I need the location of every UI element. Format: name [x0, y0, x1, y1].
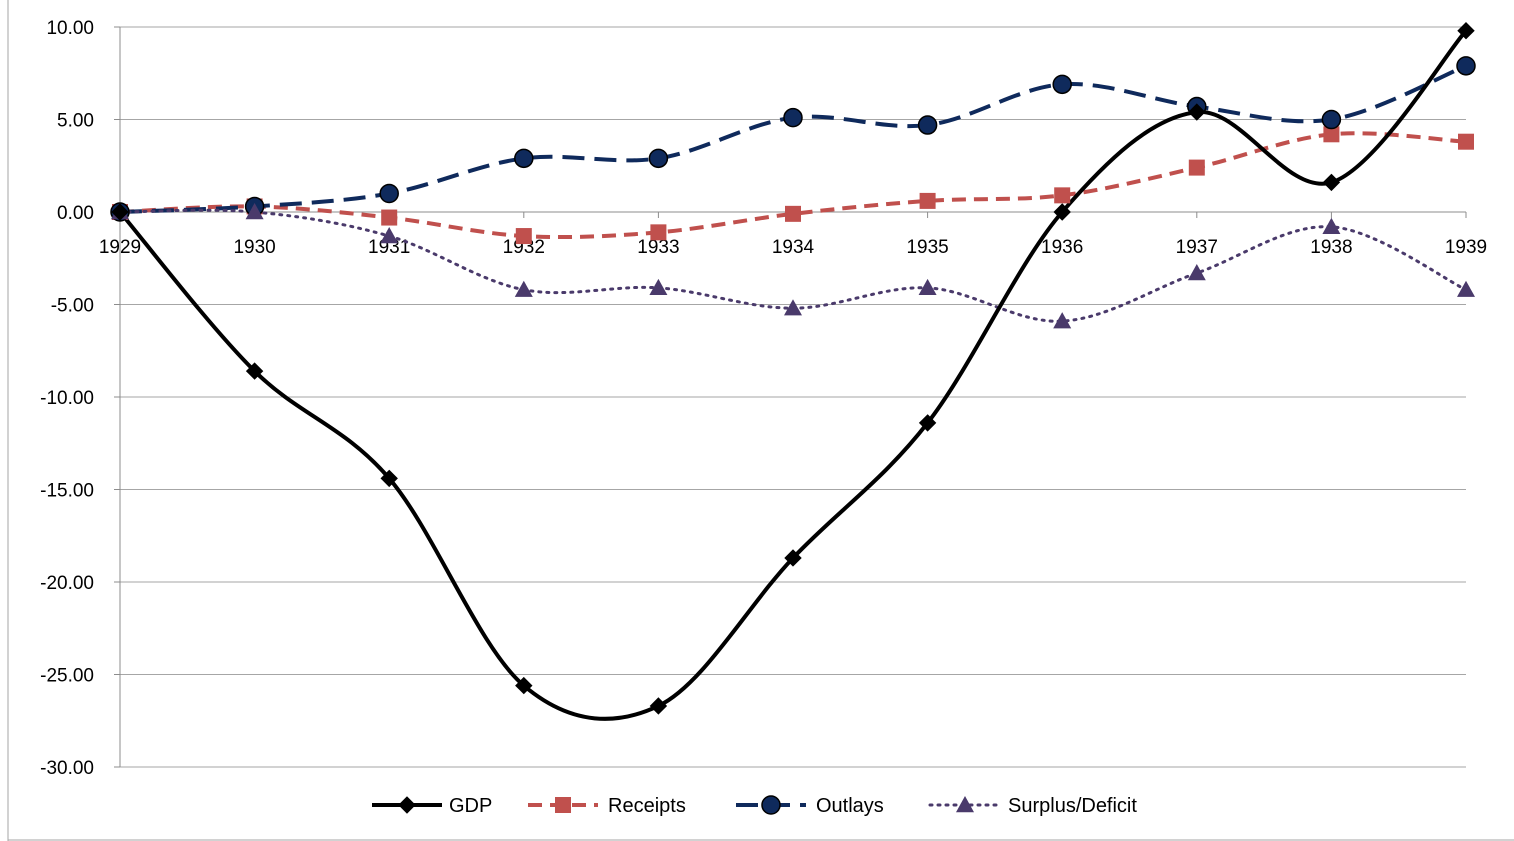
y-tick-label: -25.00 — [40, 666, 94, 687]
legend-label: Outlays — [816, 795, 884, 817]
data-point-surplus-deficit — [649, 278, 668, 296]
series-line-gdp — [118, 29, 1468, 721]
data-point-surplus-deficit — [1187, 264, 1206, 281]
x-tick-label: 1939 — [1445, 237, 1487, 258]
series-lines — [118, 29, 1468, 721]
legend-marker — [761, 795, 781, 815]
legend-item: Receipts — [528, 795, 686, 817]
y-tick-label: -20.00 — [40, 573, 94, 594]
data-point-outlays — [379, 183, 399, 204]
x-tick-label: 1937 — [1176, 237, 1218, 258]
data-point-receipts — [1188, 159, 1205, 176]
data-point-gdp — [111, 203, 129, 221]
x-tick-label: 1932 — [503, 237, 545, 258]
legend-label: GDP — [449, 795, 492, 817]
data-point-surplus-deficit — [514, 280, 533, 297]
y-tick-label: 0.00 — [57, 203, 94, 224]
gridlines — [114, 26, 1467, 768]
data-point-outlays — [917, 115, 938, 135]
data-point-gdp — [1322, 173, 1341, 192]
data-point-receipts — [1054, 187, 1071, 204]
legend-item: Outlays — [736, 795, 884, 817]
y-axis-labels: 10.00 5.00 0.00 -5.00 -10.00 -15.00 -20.00 -25.… — [40, 18, 94, 779]
x-tick-label: 1931 — [368, 237, 410, 258]
data-point-outlays — [1052, 74, 1072, 95]
legend-marker — [956, 796, 974, 813]
data-point-receipts — [919, 192, 936, 209]
data-point-gdp — [1188, 103, 1206, 121]
data-point-gdp — [918, 414, 937, 432]
data-point-receipts — [785, 205, 801, 222]
data-point-surplus-deficit — [784, 299, 802, 316]
y-tick-label: 5.00 — [57, 111, 94, 132]
series-line-outlays — [119, 63, 1467, 214]
x-tick-label: 1936 — [1041, 237, 1083, 258]
data-point-outlays — [1456, 56, 1476, 76]
legend-marker — [555, 797, 571, 813]
x-tick-label: 1934 — [772, 237, 815, 258]
legend-item: GDP — [372, 795, 492, 817]
data-point-receipts — [381, 209, 398, 226]
legend-marker — [398, 796, 416, 814]
data-point-surplus-deficit — [1322, 217, 1341, 234]
legend-label: Receipts — [608, 795, 686, 817]
data-point-surplus-deficit — [1053, 312, 1072, 329]
x-axis-labels: 1929 1930 1931 1932 1933 1934 1935 1936 1937 1938… — [99, 237, 1487, 258]
data-point-gdp — [515, 676, 533, 695]
x-tick-label: 1933 — [637, 237, 679, 258]
data-point-outlays — [783, 107, 803, 128]
y-tick-label: -15.00 — [40, 481, 94, 502]
legend-label: Surplus/Deficit — [1008, 795, 1137, 817]
data-point-outlays — [514, 148, 534, 169]
data-point-gdp — [380, 469, 398, 488]
data-point-outlays — [1321, 109, 1342, 130]
data-point-gdp — [784, 549, 802, 567]
data-point-outlays — [648, 148, 669, 169]
data-point-receipts — [1323, 126, 1340, 143]
data-point-surplus-deficit — [245, 203, 264, 220]
y-tick-label: -10.00 — [40, 388, 94, 409]
data-point-surplus-deficit — [918, 278, 937, 296]
data-point-receipts — [650, 224, 667, 241]
series-line-receipts — [119, 131, 1467, 240]
x-tick-label: 1930 — [233, 237, 275, 258]
data-point-gdp — [649, 697, 668, 715]
series-line-surplus-deficit — [118, 208, 1468, 323]
data-point-receipts — [1458, 133, 1474, 150]
x-tick-label: 1929 — [99, 237, 141, 258]
legend: GDP Receipts Outlays Surplus/Deficit — [372, 795, 1137, 817]
data-point-gdp — [1053, 203, 1071, 221]
x-tick-label: 1935 — [906, 237, 948, 258]
data-point-surplus-deficit — [1457, 280, 1475, 297]
y-tick-label: -5.00 — [51, 296, 94, 317]
legend-item: Surplus/Deficit — [928, 795, 1137, 817]
y-tick-label: -30.00 — [40, 758, 94, 779]
x-tick-label: 1938 — [1310, 237, 1352, 258]
y-tick-label: 10.00 — [46, 18, 94, 39]
data-point-surplus-deficit — [380, 227, 399, 244]
series-markers — [110, 21, 1476, 715]
data-point-gdp — [245, 362, 264, 380]
data-point-gdp — [1457, 21, 1475, 40]
data-point-receipts — [515, 228, 532, 245]
